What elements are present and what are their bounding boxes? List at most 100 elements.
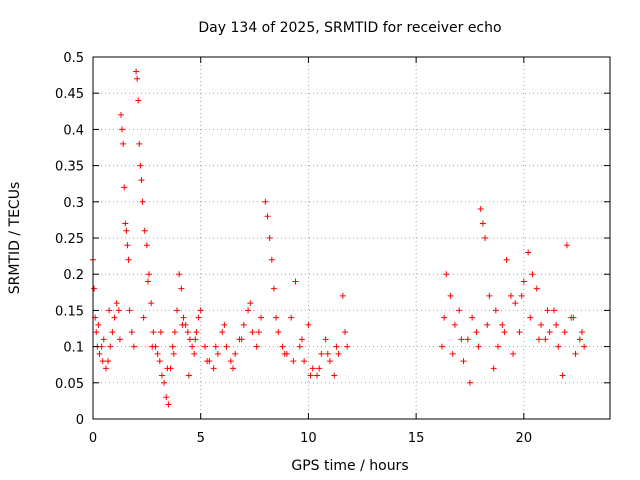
data-point [116, 336, 123, 343]
x-tick-label: 15 [408, 431, 425, 446]
data-point [581, 343, 588, 350]
data-point [255, 329, 262, 336]
data-point [238, 336, 245, 343]
data-point [161, 379, 168, 386]
data-point [281, 350, 288, 357]
y-tick-label: 0.45 [55, 87, 84, 102]
data-point [275, 329, 282, 336]
data-point [144, 278, 151, 285]
data-point [550, 307, 557, 314]
data-point [230, 365, 237, 372]
data-point [106, 307, 113, 314]
data-point [193, 329, 200, 336]
data-point [140, 314, 147, 321]
data-point [134, 75, 141, 82]
data-point [314, 372, 321, 379]
data-point [232, 350, 239, 357]
data-point [93, 329, 100, 336]
data-point [503, 256, 510, 263]
data-point [324, 350, 331, 357]
data-point [240, 321, 247, 328]
data-point [288, 314, 295, 321]
data-point [570, 314, 577, 321]
data-point [464, 336, 471, 343]
data-point [189, 343, 196, 350]
data-point [529, 271, 536, 278]
data-point [466, 379, 473, 386]
data-point [298, 336, 305, 343]
data-point [482, 235, 489, 241]
data-point [512, 300, 519, 307]
data-point [316, 365, 323, 372]
data-point [149, 343, 156, 350]
data-point [296, 343, 303, 350]
data-point [247, 300, 254, 307]
data-point [174, 307, 181, 314]
data-point [100, 336, 107, 343]
data-point [212, 343, 219, 350]
data-point [197, 307, 204, 314]
data-point [163, 394, 170, 401]
data-point [120, 140, 127, 147]
data-point [490, 365, 497, 372]
data-point [227, 358, 234, 365]
data-point [148, 300, 155, 307]
data-point [518, 292, 525, 299]
data-point [555, 343, 562, 350]
data-point [180, 314, 187, 321]
y-tick-label: 0.05 [55, 377, 84, 392]
data-point [146, 271, 153, 278]
data-point [441, 314, 448, 321]
data-point [258, 314, 265, 321]
data-point [121, 184, 128, 191]
data-point [123, 227, 130, 234]
data-point [170, 350, 177, 357]
data-point [111, 314, 118, 321]
y-axis-label: SRMTID / TECUs [7, 182, 23, 295]
data-point [223, 343, 230, 350]
data-point [96, 350, 103, 357]
data-point [484, 321, 491, 328]
data-point [270, 285, 277, 292]
data-point [137, 162, 144, 169]
y-tick-label: 0.1 [63, 341, 84, 356]
y-tick-label: 0.5 [63, 51, 84, 66]
y-tick-label: 0.15 [55, 304, 84, 319]
data-point [322, 336, 329, 343]
data-point [477, 206, 484, 213]
data-point [469, 314, 476, 321]
data-point [165, 401, 172, 408]
data-point [572, 350, 579, 357]
data-point [202, 343, 209, 350]
data-point [533, 285, 540, 292]
y-tick-label: 0.4 [63, 123, 84, 138]
data-point [179, 321, 186, 328]
data-point [494, 343, 501, 350]
data-point [576, 336, 583, 343]
chart-title: Day 134 of 2025, SRMTID for receiver ech… [198, 20, 501, 36]
data-point [154, 350, 161, 357]
data-point [262, 198, 269, 205]
data-point [135, 97, 142, 104]
data-point [98, 343, 105, 350]
y-tick-label: 0.3 [63, 196, 84, 211]
data-point [192, 336, 199, 343]
data-point [266, 235, 273, 241]
data-point [538, 321, 545, 328]
plot-frame [92, 56, 611, 420]
data-point [184, 329, 191, 336]
data-point [150, 329, 157, 336]
y-tick-label: 0 [76, 413, 84, 428]
data-point [118, 111, 125, 118]
data-point [333, 343, 340, 350]
data-point [292, 278, 299, 285]
data-point [119, 126, 126, 133]
data-point [460, 358, 467, 365]
data-point [109, 329, 116, 336]
data-point [344, 343, 351, 350]
data-point [443, 271, 450, 278]
data-point [342, 329, 349, 336]
axis-ticks: 0 0.05 0.1 0.15 0.2 0.25 0.3 0.35 0.4 0.45 0.5 0 5 10… [55, 51, 610, 446]
data-point [473, 329, 480, 336]
